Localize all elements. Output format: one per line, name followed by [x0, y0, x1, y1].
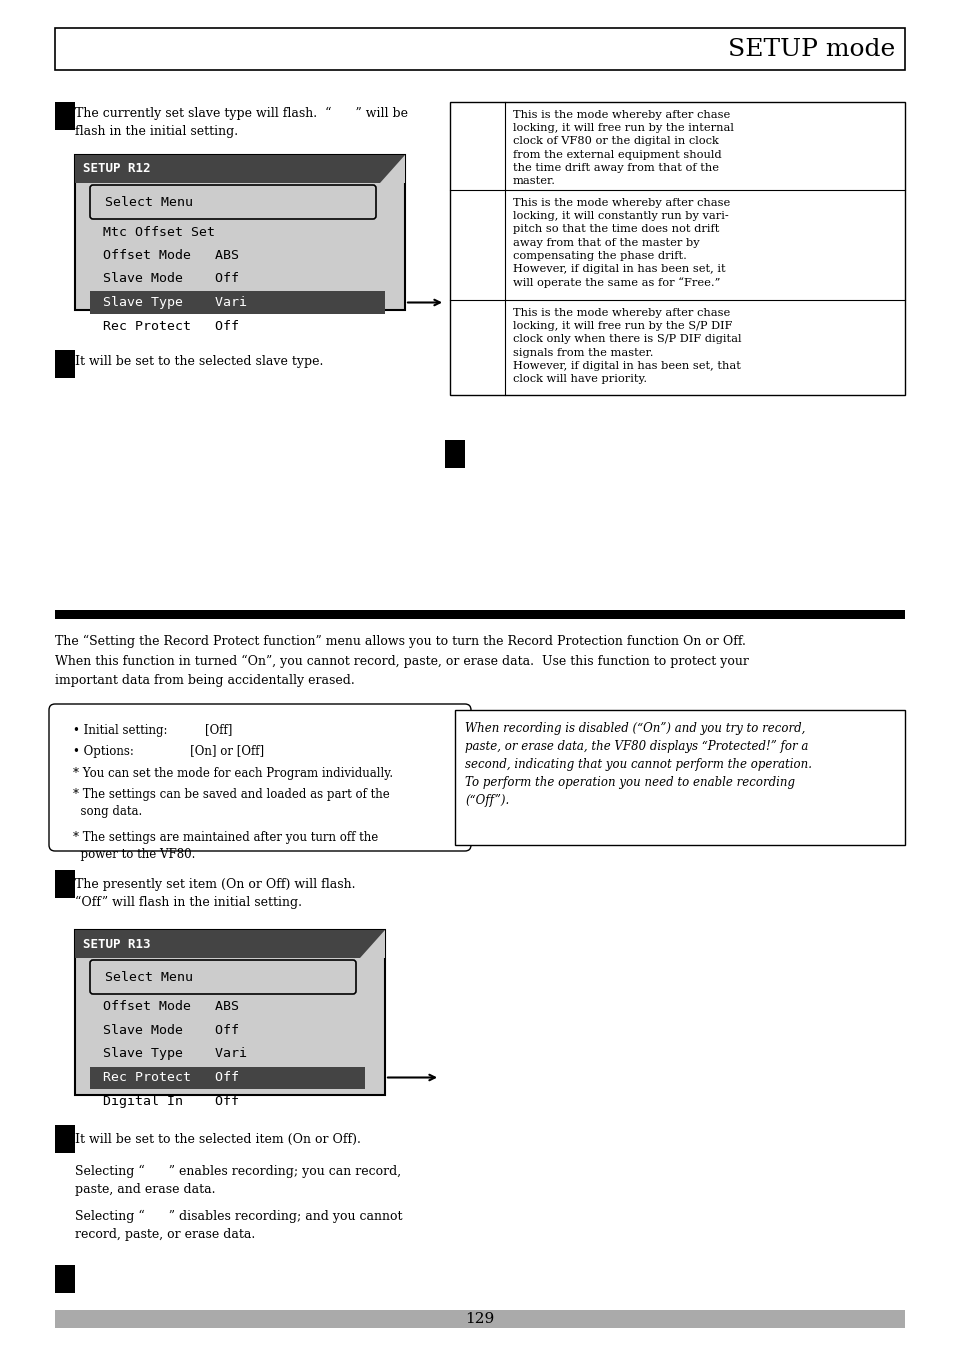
Bar: [55, 1125, 75, 1152]
Text: Slave Type    Vari: Slave Type Vari: [103, 1047, 247, 1061]
Text: Selecting “      ” disables recording; and you cannot
record, paste, or erase da: Selecting “ ” disables recording; and yo…: [75, 1210, 402, 1242]
Text: Selecting “      ” enables recording; you can record,
paste, and erase data.: Selecting “ ” enables recording; you can…: [75, 1165, 400, 1196]
Bar: [55, 611, 904, 619]
Bar: [55, 1310, 904, 1328]
Text: Slave Mode    Off: Slave Mode Off: [103, 1024, 239, 1038]
Bar: [90, 292, 385, 313]
Polygon shape: [379, 155, 405, 182]
Text: SETUP mode: SETUP mode: [727, 38, 894, 61]
Text: 129: 129: [465, 1312, 494, 1325]
Text: The presently set item (On or Off) will flash.
“Off” will flash in the initial s: The presently set item (On or Off) will …: [75, 878, 355, 909]
Bar: [444, 440, 464, 467]
Text: Slave Mode    Off: Slave Mode Off: [103, 273, 239, 285]
Text: SETUP R13: SETUP R13: [83, 938, 151, 951]
Text: The “Setting the Record Protect function” menu allows you to turn the Record Pro: The “Setting the Record Protect function…: [55, 635, 748, 686]
Text: Select Menu: Select Menu: [105, 196, 193, 208]
Bar: [450, 101, 904, 394]
Bar: [75, 929, 385, 958]
Text: * You can set the mode for each Program individually.: * You can set the mode for each Program …: [73, 767, 393, 780]
Bar: [90, 1066, 365, 1089]
Bar: [55, 870, 75, 898]
Text: This is the mode whereby after chase
locking, it will constantly run by vari-
pi: This is the mode whereby after chase loc…: [513, 199, 729, 288]
FancyBboxPatch shape: [90, 185, 375, 219]
Bar: [75, 155, 405, 182]
Text: SETUP R12: SETUP R12: [83, 162, 151, 176]
Text: Select Menu: Select Menu: [105, 970, 193, 984]
Bar: [75, 155, 405, 309]
Text: • Options:               [On] or [Off]: • Options: [On] or [Off]: [73, 746, 264, 758]
Text: Offset Mode   ABS: Offset Mode ABS: [103, 249, 239, 262]
Text: The currently set slave type will flash.  “      ” will be
flash in the initial : The currently set slave type will flash.…: [75, 107, 408, 138]
Text: Mtc Offset Set: Mtc Offset Set: [103, 226, 214, 239]
Text: Rec Protect   Off: Rec Protect Off: [103, 1071, 239, 1084]
Text: • Initial setting:          [Off]: • Initial setting: [Off]: [73, 724, 233, 738]
Bar: [55, 350, 75, 378]
Text: This is the mode whereby after chase
locking, it will free run by the S/P DIF
cl: This is the mode whereby after chase loc…: [513, 308, 740, 384]
Text: Slave Type    Vari: Slave Type Vari: [103, 296, 247, 309]
Text: Offset Mode   ABS: Offset Mode ABS: [103, 1001, 239, 1013]
Bar: [55, 28, 904, 70]
Text: This is the mode whereby after chase
locking, it will free run by the internal
c: This is the mode whereby after chase loc…: [513, 109, 733, 186]
Bar: [75, 929, 385, 1096]
Text: * The settings can be saved and loaded as part of the
  song data.: * The settings can be saved and loaded a…: [73, 789, 390, 817]
Text: Digital In    Off: Digital In Off: [103, 1094, 239, 1108]
Bar: [55, 1265, 75, 1293]
Text: Rec Protect   Off: Rec Protect Off: [103, 319, 239, 332]
FancyBboxPatch shape: [49, 704, 471, 851]
Bar: [455, 711, 904, 844]
Bar: [55, 101, 75, 130]
Text: It will be set to the selected slave type.: It will be set to the selected slave typ…: [75, 355, 323, 367]
Polygon shape: [359, 929, 385, 958]
FancyBboxPatch shape: [90, 961, 355, 994]
Text: * The settings are maintained after you turn off the
  power to the VF80.: * The settings are maintained after you …: [73, 831, 377, 861]
Text: It will be set to the selected item (On or Off).: It will be set to the selected item (On …: [75, 1133, 360, 1146]
Text: When recording is disabled (“On”) and you try to record,
paste, or erase data, t: When recording is disabled (“On”) and yo…: [464, 721, 811, 807]
